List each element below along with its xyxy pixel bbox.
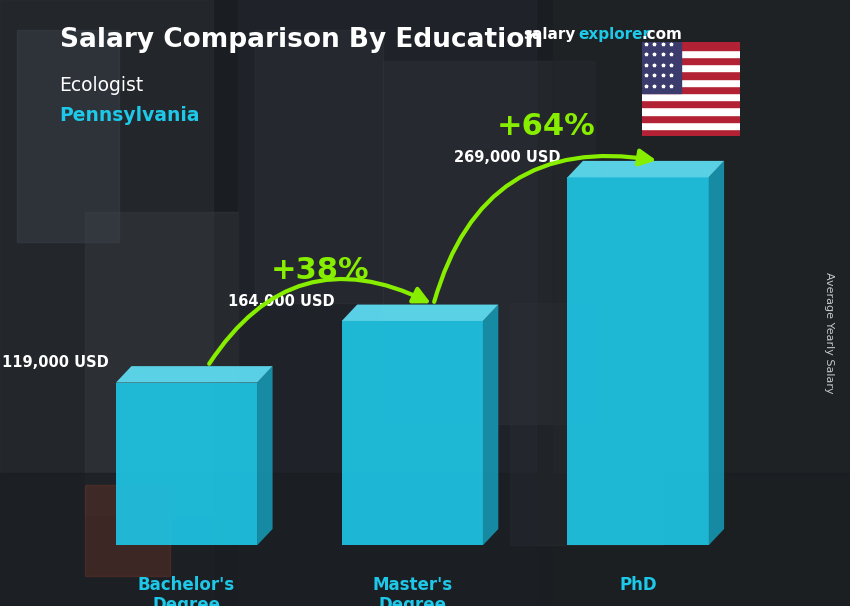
Bar bbox=[510, 303, 663, 545]
Text: +64%: +64% bbox=[497, 113, 596, 141]
Bar bbox=[642, 72, 740, 79]
Polygon shape bbox=[116, 382, 257, 545]
Text: +38%: +38% bbox=[271, 256, 370, 285]
Bar bbox=[0, 473, 850, 606]
Bar bbox=[642, 42, 740, 50]
Bar bbox=[642, 64, 740, 72]
Text: 269,000 USD: 269,000 USD bbox=[454, 150, 560, 165]
Bar bbox=[642, 115, 740, 122]
Bar bbox=[642, 122, 740, 129]
Polygon shape bbox=[116, 366, 273, 382]
Text: Master's
Degree: Master's Degree bbox=[372, 576, 452, 606]
Polygon shape bbox=[257, 366, 273, 545]
Polygon shape bbox=[342, 305, 498, 321]
Polygon shape bbox=[342, 321, 483, 545]
Bar bbox=[642, 107, 740, 115]
Bar bbox=[382, 61, 595, 424]
Bar bbox=[255, 30, 382, 303]
Text: explorer: explorer bbox=[578, 27, 650, 42]
Text: Pennsylvania: Pennsylvania bbox=[60, 106, 200, 125]
Bar bbox=[552, 0, 850, 606]
Text: PhD: PhD bbox=[619, 576, 657, 593]
Bar bbox=[17, 30, 119, 242]
Bar bbox=[642, 57, 740, 64]
Text: Bachelor's
Degree: Bachelor's Degree bbox=[138, 576, 235, 606]
Bar bbox=[85, 212, 238, 515]
Bar bbox=[642, 86, 740, 93]
Bar bbox=[642, 79, 740, 86]
Bar bbox=[85, 485, 170, 576]
Polygon shape bbox=[568, 161, 724, 178]
Bar bbox=[0, 0, 212, 606]
Text: Ecologist: Ecologist bbox=[60, 76, 144, 95]
Text: Salary Comparison By Education: Salary Comparison By Education bbox=[60, 27, 542, 53]
Text: 164,000 USD: 164,000 USD bbox=[228, 294, 335, 308]
Bar bbox=[642, 93, 740, 100]
Bar bbox=[642, 50, 740, 57]
Text: Average Yearly Salary: Average Yearly Salary bbox=[824, 273, 834, 394]
Bar bbox=[642, 42, 681, 93]
Text: .com: .com bbox=[642, 27, 683, 42]
Bar bbox=[642, 129, 740, 136]
Polygon shape bbox=[483, 305, 498, 545]
Polygon shape bbox=[568, 178, 709, 545]
Polygon shape bbox=[709, 161, 724, 545]
Bar bbox=[238, 0, 536, 606]
Bar bbox=[642, 100, 740, 107]
Text: 119,000 USD: 119,000 USD bbox=[3, 355, 109, 370]
Text: salary: salary bbox=[523, 27, 575, 42]
